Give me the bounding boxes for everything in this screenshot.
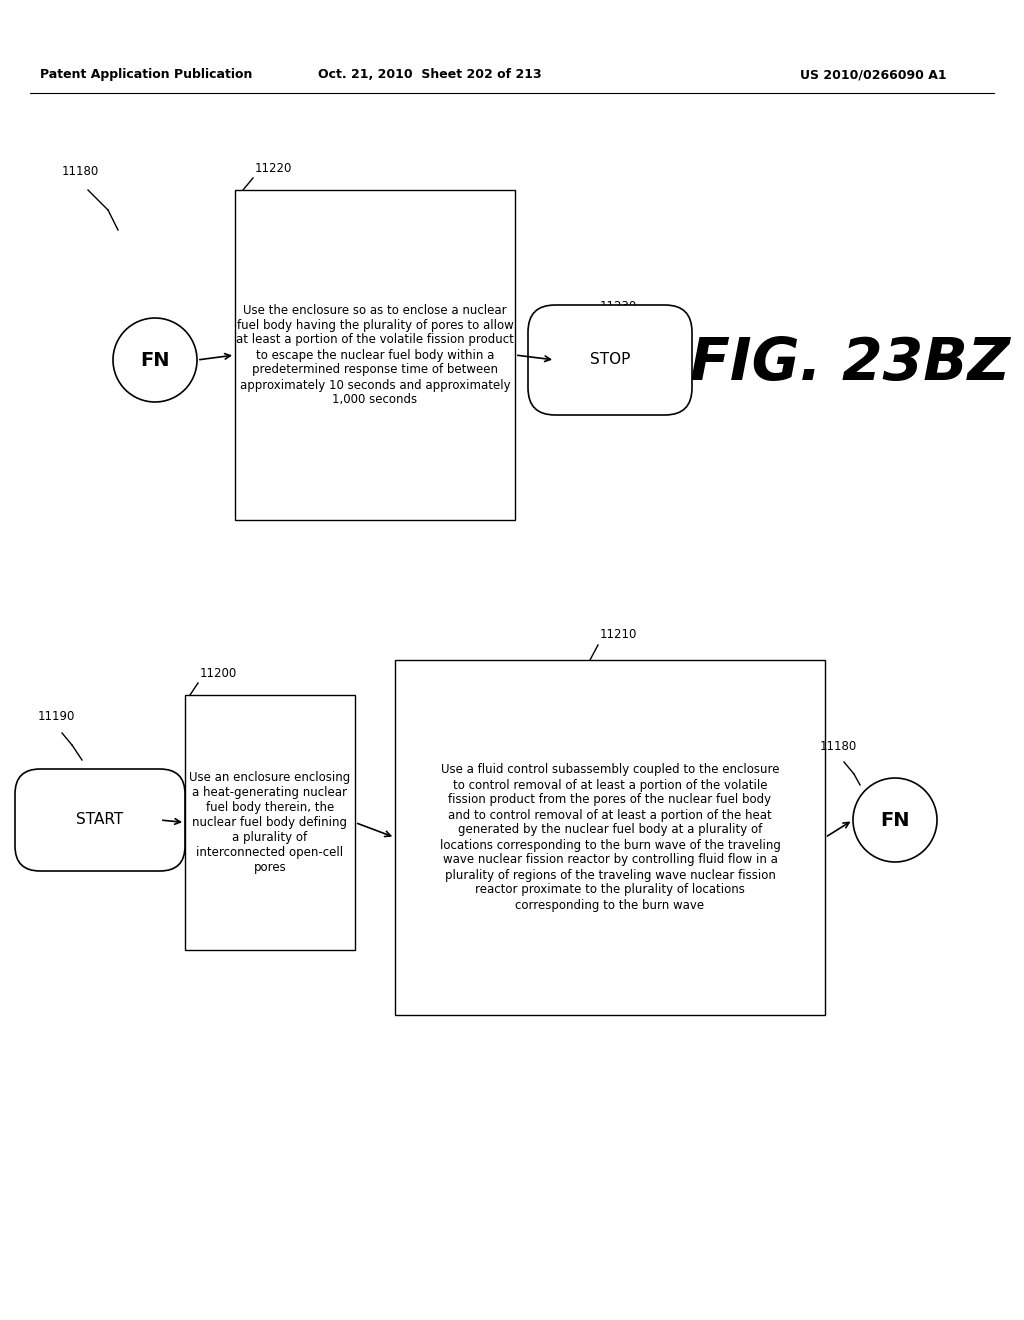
Text: Patent Application Publication: Patent Application Publication: [40, 69, 252, 81]
Text: FIG. 23BZ: FIG. 23BZ: [690, 335, 1010, 392]
Text: Oct. 21, 2010  Sheet 202 of 213: Oct. 21, 2010 Sheet 202 of 213: [318, 69, 542, 81]
Text: Use an enclosure enclosing
a heat-generating nuclear
fuel body therein, the
nucl: Use an enclosure enclosing a heat-genera…: [189, 771, 350, 874]
Text: FN: FN: [140, 351, 170, 370]
Text: 11190: 11190: [38, 710, 76, 723]
Circle shape: [853, 777, 937, 862]
Text: 11220: 11220: [255, 162, 293, 176]
Text: STOP: STOP: [590, 352, 630, 367]
FancyBboxPatch shape: [528, 305, 692, 414]
Bar: [185, 696, 355, 950]
Text: US 2010/0266090 A1: US 2010/0266090 A1: [800, 69, 946, 81]
Text: 11230: 11230: [600, 300, 637, 313]
FancyBboxPatch shape: [15, 770, 185, 871]
Text: 11180: 11180: [62, 165, 99, 178]
Text: Use a fluid control subassembly coupled to the enclosure
to control removal of a: Use a fluid control subassembly coupled …: [439, 763, 780, 912]
Text: START: START: [77, 813, 124, 828]
Text: 11180: 11180: [820, 741, 857, 752]
Text: Use the enclosure so as to enclose a nuclear
fuel body having the plurality of p: Use the enclosure so as to enclose a nuc…: [237, 304, 514, 407]
Circle shape: [113, 318, 197, 403]
Bar: [234, 190, 515, 520]
Text: FN: FN: [881, 810, 909, 829]
Text: 11200: 11200: [200, 667, 238, 680]
Text: 11210: 11210: [600, 628, 637, 642]
Bar: [395, 660, 825, 1015]
